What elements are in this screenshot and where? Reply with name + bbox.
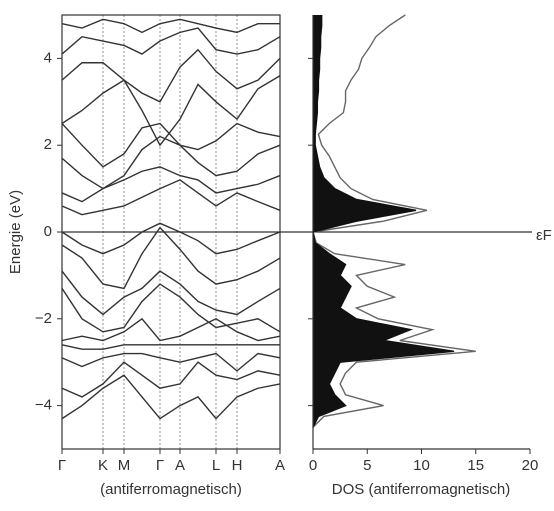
y-tick-label: 2 [44,136,52,153]
band-line [61,18,280,34]
x-axis-label: (antiferromagnetisch) [100,481,242,498]
band-line [61,270,281,316]
band-line [61,317,281,342]
y-tick-label: 0 [44,223,52,240]
dos-line [312,14,476,428]
band-line [61,48,281,103]
x-axis-label: DOS (antiferromagnetisch) [332,481,510,498]
x-tick-label: 0 [309,457,317,474]
x-tick-label: 15 [467,457,484,474]
x-tick-label: L [212,457,220,474]
y-tick-label: −4 [35,397,52,414]
x-tick-label: H [232,457,243,474]
x-tick-label: 10 [413,457,430,474]
y-tick-label: 4 [44,49,52,66]
band-line [61,27,281,55]
band-line [61,226,281,290]
band-line [61,352,281,372]
band-line [61,361,281,398]
band-line [61,374,281,420]
x-tick-label: A [275,457,285,474]
x-tick-label: M [118,457,131,474]
y-axis-label: Energie (eV) [7,190,24,274]
x-tick-label: K [98,457,108,474]
band-line [61,222,281,255]
band-line [61,283,281,333]
band-line [61,122,281,168]
series-label: Mn [318,200,341,217]
band-line [61,135,281,190]
x-tick-label: Γ [156,457,164,474]
dos-line [312,15,455,428]
band-line [61,166,281,203]
y-tick-label: −2 [35,310,52,327]
fermi-label: εF [536,227,552,244]
band-line [61,75,281,147]
dos-area [313,15,455,428]
band-line [61,344,280,350]
band-line [61,179,281,216]
x-tick-label: A [175,457,185,474]
x-tick-label: 5 [363,457,371,474]
x-tick-label: Γ [58,457,66,474]
x-tick-label: 20 [522,457,539,474]
